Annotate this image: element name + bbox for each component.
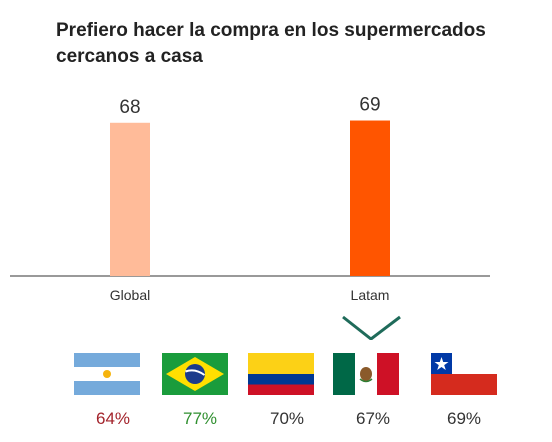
colombia-percentage: 70% [269,409,305,428]
chile-flag-icon [431,353,497,395]
brazil-flag-icon [162,353,228,395]
bar-global [110,122,150,276]
data-label-global: 68 [119,97,140,118]
colombia-flag-icon [248,353,314,395]
mexico-flag-icon [333,353,399,395]
chart-title: Prefiero hacer la compra en los supermer… [56,20,486,67]
brazil-percentage: 77% [182,409,218,428]
category-label-latam: Latam [351,287,390,303]
argentina-flag-icon [74,353,140,395]
data-label-latam: 69 [359,95,380,116]
selection-chevron [342,315,401,340]
bar-latam [350,120,390,277]
mexico-percentage: 67% [355,409,391,428]
chile-percentage: 69% [446,409,482,428]
argentina-percentage: 64% [95,409,131,428]
category-label-global: Global [110,287,150,303]
bar-chart: 68 Global 69 Latam [10,95,490,340]
